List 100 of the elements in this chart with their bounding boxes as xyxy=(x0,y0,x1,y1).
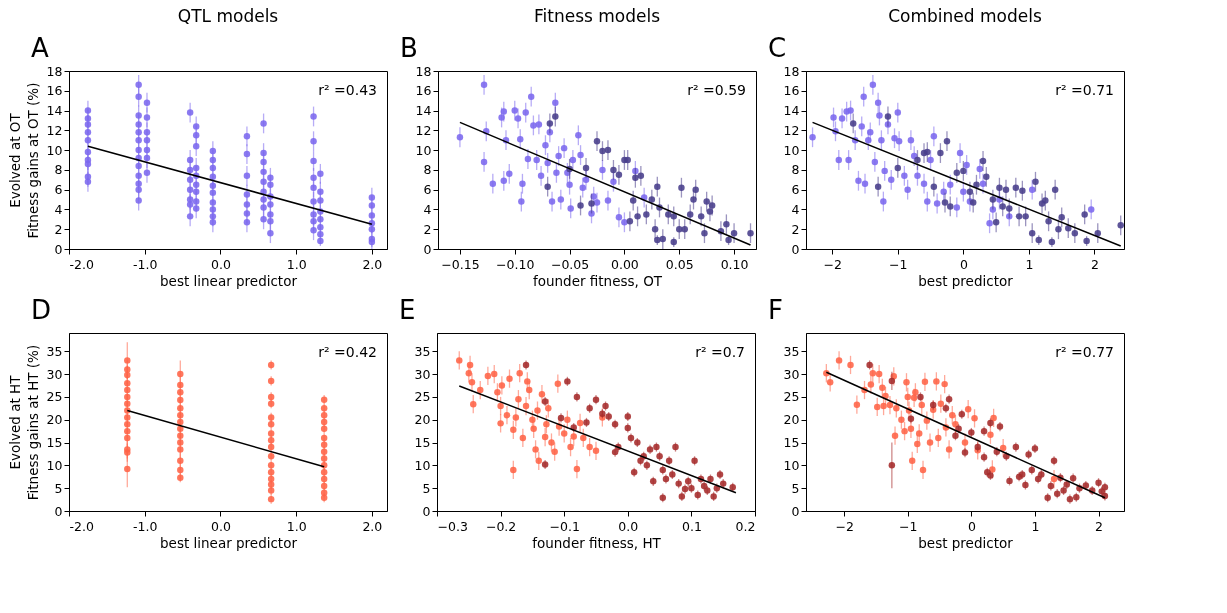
x-tick-label: 0.0 xyxy=(210,518,231,534)
y-tick-label: 2 xyxy=(54,221,63,237)
y-tick-label: 14 xyxy=(46,103,63,119)
y-tick-label: 15 xyxy=(414,435,431,451)
x-tick-label: 0.1 xyxy=(681,518,702,534)
text: D xyxy=(31,295,52,325)
x-tick-label: -2.0 xyxy=(69,256,94,272)
y-tick-label: 15 xyxy=(783,435,800,451)
y-tick-label: 30 xyxy=(414,366,431,382)
y-tick-label: 6 xyxy=(54,182,63,198)
x-tick-label: 0.2 xyxy=(735,518,756,534)
chart-title: QTL models xyxy=(177,6,279,26)
chart-title: Fitness models xyxy=(533,6,661,26)
y-tick-label: 12 xyxy=(415,122,432,138)
x-tick-label: −0.15 xyxy=(441,256,480,272)
text: Evolved at OT xyxy=(6,112,23,208)
y-tick-label: 10 xyxy=(414,457,431,473)
x-tick-label: 0.0 xyxy=(618,518,639,534)
y-tick-label: 8 xyxy=(54,162,63,178)
y-tick-label: 30 xyxy=(783,366,800,382)
x-tick-label: 1.0 xyxy=(286,256,307,272)
y-tick-label: 18 xyxy=(46,63,63,79)
y-tick-label: 0 xyxy=(423,241,432,257)
x-axis-title: best linear predictor xyxy=(160,535,298,551)
annotation: r² =0.71 xyxy=(1055,82,1114,98)
x-axis-title: founder fitness, HT xyxy=(532,535,662,551)
x-axis-title: founder fitness, OT xyxy=(532,273,663,289)
x-tick-label: -1.0 xyxy=(133,256,158,272)
x-tick-label: −2 xyxy=(823,256,842,272)
y-tick-label: 4 xyxy=(791,201,800,217)
annotation: r² =0.59 xyxy=(687,82,746,98)
y-tick-label: 10 xyxy=(783,142,800,158)
y-tick-label: 20 xyxy=(783,412,800,428)
y-tick-label: 10 xyxy=(783,457,800,473)
x-tick-label: 0 xyxy=(959,256,968,272)
y-axis-title: Fitness gains at HT (%) xyxy=(24,344,41,501)
chart-title: Combined models xyxy=(888,6,1042,26)
y-tick-label: 25 xyxy=(414,389,431,405)
text: Evolved at HT xyxy=(6,374,23,470)
x-tick-label: −0.3 xyxy=(437,518,468,534)
y-tick-label: 8 xyxy=(423,162,432,178)
x-tick-label: 0.0 xyxy=(210,256,231,272)
y-tick-label: 0 xyxy=(791,241,800,257)
y-tick-label: 35 xyxy=(783,343,800,359)
y-tick-label: 16 xyxy=(415,83,432,99)
x-tick-label: 0.10 xyxy=(720,256,749,272)
y-axis-title: Fitness gains at OT (%) xyxy=(24,82,41,239)
y-tick-label: 12 xyxy=(46,122,63,138)
x-tick-label: −0.05 xyxy=(550,256,590,272)
x-tick-label: -1.0 xyxy=(133,518,158,534)
x-tick-label: 2 xyxy=(1091,256,1099,272)
y-tick-label: 10 xyxy=(415,142,432,158)
y-tick-label: 15 xyxy=(46,435,63,451)
y-tick-label: 20 xyxy=(414,412,431,428)
text: F xyxy=(768,295,783,325)
y-tick-label: 14 xyxy=(415,103,432,119)
x-tick-label: 0 xyxy=(967,518,976,534)
y-tick-label: 0 xyxy=(791,503,800,519)
x-axis-title: best predictor xyxy=(918,535,1014,551)
x-axis-title: best predictor xyxy=(918,273,1014,289)
x-tick-label: 1.0 xyxy=(286,518,307,534)
text: B xyxy=(400,33,418,63)
x-tick-label: 2.0 xyxy=(362,256,383,272)
x-tick-label: −2 xyxy=(835,518,854,534)
y-tick-label: 10 xyxy=(46,457,63,473)
y-tick-label: 6 xyxy=(423,182,432,198)
y-tick-label: 20 xyxy=(46,412,63,428)
x-tick-label: −1 xyxy=(899,518,918,534)
y-tick-label: 4 xyxy=(423,201,432,217)
y-tick-label: 16 xyxy=(46,83,63,99)
y-tick-label: 2 xyxy=(423,221,432,237)
y-tick-label: 14 xyxy=(783,103,800,119)
y-tick-label: 5 xyxy=(791,480,800,496)
y-tick-label: 16 xyxy=(783,83,800,99)
y-tick-label: 8 xyxy=(791,162,800,178)
x-tick-label: −0.10 xyxy=(496,256,535,272)
y-tick-label: 2 xyxy=(791,221,800,237)
text: E xyxy=(399,295,416,325)
y-tick-label: 0 xyxy=(54,503,63,519)
y-tick-label: 0 xyxy=(54,241,63,257)
x-tick-label: −0.1 xyxy=(549,518,580,534)
y-tick-label: 35 xyxy=(414,343,431,359)
x-tick-label: −0.2 xyxy=(485,518,517,534)
y-tick-label: 4 xyxy=(54,201,63,217)
x-tick-label: -2.0 xyxy=(69,518,94,534)
y-tick-label: 25 xyxy=(46,389,63,405)
x-tick-label: 1 xyxy=(1025,256,1034,272)
x-tick-label: 0.00 xyxy=(610,256,639,272)
y-tick-label: 35 xyxy=(46,343,63,359)
x-axis-title: best linear predictor xyxy=(160,273,298,289)
annotation: r² =0.43 xyxy=(318,82,377,98)
text: C xyxy=(768,33,787,63)
y-tick-label: 0 xyxy=(422,503,431,519)
y-tick-label: 30 xyxy=(46,366,63,382)
y-tick-label: 18 xyxy=(783,63,800,79)
text: A xyxy=(31,33,49,63)
x-tick-label: −1 xyxy=(889,256,908,272)
x-tick-label: 2 xyxy=(1095,518,1104,534)
y-tick-label: 12 xyxy=(783,122,800,138)
y-tick-label: 5 xyxy=(54,480,63,496)
